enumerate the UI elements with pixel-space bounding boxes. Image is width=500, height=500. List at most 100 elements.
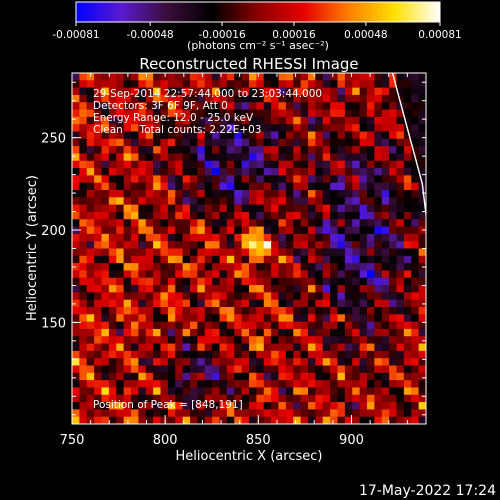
heatmap-cell — [160, 314, 169, 323]
heatmap-cell — [315, 358, 324, 366]
heatmap-cells — [72, 73, 426, 424]
heatmap-cell — [241, 307, 250, 315]
heatmap-cell — [293, 372, 302, 381]
heatmap-cell — [285, 182, 294, 191]
heatmap-cell — [79, 116, 88, 125]
heatmap-cell — [374, 394, 383, 403]
heatmap-cell — [389, 387, 397, 396]
heatmap-cell — [285, 219, 294, 227]
heatmap-cell — [138, 153, 147, 162]
heatmap-cell — [374, 365, 383, 374]
heatmap-cell — [308, 292, 316, 301]
heatmap-cell — [389, 138, 397, 147]
heatmap-cell — [359, 233, 368, 242]
heatmap-cell — [322, 102, 331, 110]
heatmap-cell — [271, 314, 279, 323]
heatmap-cell — [160, 263, 169, 271]
heatmap-cell — [94, 102, 102, 110]
heatmap-cell — [308, 416, 316, 424]
heatmap-cell — [197, 402, 206, 410]
heatmap-cell — [138, 241, 147, 249]
heatmap-cell — [285, 138, 294, 147]
heatmap-cell — [241, 116, 250, 125]
heatmap-cell — [226, 402, 235, 410]
heatmap-cell — [389, 146, 397, 154]
heatmap-cell — [249, 138, 257, 147]
heatmap-cell — [315, 226, 324, 235]
heatmap-cell — [308, 226, 316, 235]
heatmap-cell — [367, 321, 375, 330]
heatmap-cell — [72, 73, 80, 81]
heatmap-cell — [403, 80, 412, 89]
heatmap-cell — [308, 204, 316, 213]
heatmap-cell — [389, 409, 397, 418]
heatmap-cell — [175, 226, 184, 235]
heatmap-cell — [411, 336, 420, 344]
heatmap-cell — [234, 343, 243, 352]
heatmap-cell — [204, 204, 213, 213]
heatmap-cell — [315, 409, 324, 418]
heatmap-cell — [175, 190, 184, 198]
heatmap-cell — [263, 248, 272, 257]
heatmap-cell — [101, 372, 110, 381]
heatmap-cell — [131, 138, 139, 147]
heatmap-cell — [271, 350, 279, 359]
heatmap-cell — [418, 146, 426, 154]
heatmap-cell — [322, 160, 331, 169]
heatmap-cell — [249, 116, 257, 125]
heatmap-cell — [79, 292, 88, 301]
heatmap-cell — [367, 402, 375, 410]
heatmap-cell — [359, 131, 368, 140]
heatmap-cell — [278, 292, 287, 301]
heatmap-cell — [145, 73, 154, 81]
heatmap-cell — [308, 190, 316, 198]
heatmap-cell — [138, 226, 147, 235]
heatmap-cell — [403, 204, 412, 213]
heatmap-cell — [367, 285, 375, 293]
heatmap-cell — [234, 394, 243, 403]
heatmap-cell — [374, 146, 383, 154]
heatmap-cell — [182, 314, 191, 323]
heatmap-cell — [293, 160, 302, 169]
heatmap-cell — [374, 343, 383, 352]
heatmap-cell — [352, 153, 361, 162]
heatmap-cell — [79, 131, 88, 140]
heatmap-cell — [145, 102, 154, 110]
heatmap-cell — [278, 211, 287, 220]
heatmap-cell — [396, 190, 405, 198]
heatmap-cell — [94, 233, 102, 242]
heatmap-cell — [381, 168, 390, 176]
heatmap-cell — [167, 307, 176, 315]
heatmap-cell — [367, 197, 375, 206]
heatmap-cell — [352, 358, 361, 366]
heatmap-cell — [271, 402, 279, 410]
heatmap-cell — [197, 109, 206, 118]
heatmap-cell — [153, 328, 161, 337]
heatmap-cell — [315, 255, 324, 264]
heatmap-cell — [138, 146, 147, 154]
heatmap-cell — [182, 204, 191, 213]
heatmap-cell — [315, 292, 324, 301]
heatmap-cell — [322, 226, 331, 235]
heatmap-cell — [241, 182, 250, 191]
heatmap-cell — [190, 394, 198, 403]
heatmap-cell — [108, 292, 117, 301]
heatmap-cell — [263, 365, 272, 374]
heatmap-cell — [182, 394, 191, 403]
heatmap-cell — [418, 87, 426, 96]
heatmap-cell — [138, 219, 147, 227]
heatmap-cell — [226, 394, 235, 403]
heatmap-cell — [389, 153, 397, 162]
heatmap-cell — [108, 314, 117, 323]
heatmap-cell — [418, 350, 426, 359]
heatmap-cell — [367, 263, 375, 271]
heatmap-cell — [219, 402, 228, 410]
heatmap-cell — [212, 409, 220, 418]
heatmap-cell — [145, 292, 154, 301]
heatmap-cell — [86, 285, 95, 293]
heatmap-cell — [278, 365, 287, 374]
heatmap-cell — [256, 241, 265, 249]
heatmap-cell — [138, 402, 147, 410]
heatmap-cell — [123, 307, 132, 315]
heatmap-cell — [94, 116, 102, 125]
